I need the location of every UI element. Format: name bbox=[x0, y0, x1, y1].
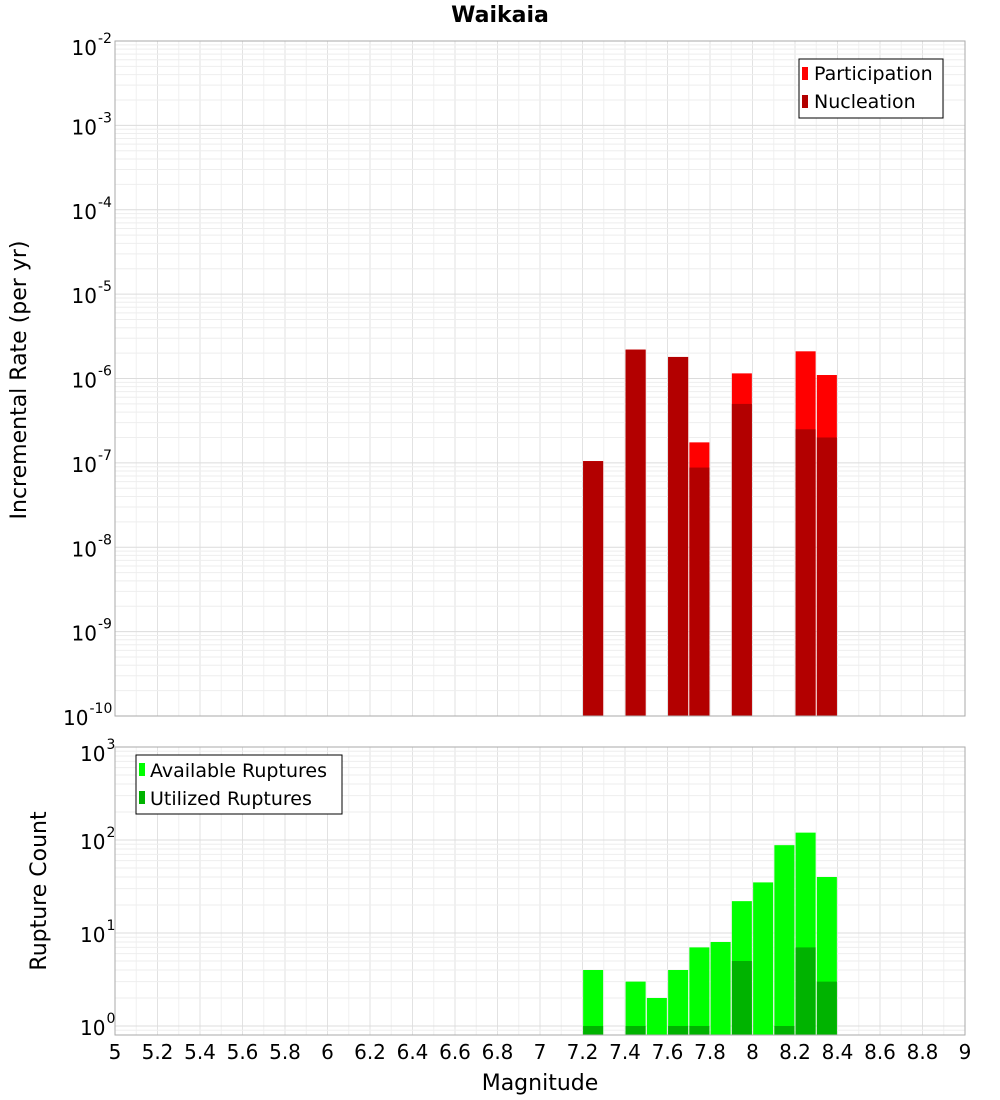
count-bar-series2 bbox=[774, 1025, 795, 1035]
legend-swatch-utilized bbox=[139, 791, 145, 804]
rate-y-tick-base: 10 bbox=[72, 369, 97, 393]
x-tick-label: 8 bbox=[746, 1040, 759, 1064]
x-tick-label: 8.6 bbox=[864, 1040, 896, 1064]
rate-bar-series2 bbox=[816, 437, 837, 716]
count-legend: Available Ruptures Utilized Ruptures bbox=[135, 754, 343, 815]
x-tick-label: 5.2 bbox=[142, 1040, 174, 1064]
count-y-tick-exp: 0 bbox=[107, 1011, 116, 1027]
count-y-tick-exp: 3 bbox=[107, 737, 116, 753]
count-bar-series1 bbox=[774, 845, 795, 1035]
x-tick-label: 7.2 bbox=[567, 1040, 599, 1064]
rate-bar-series2 bbox=[731, 403, 752, 716]
count-y-tick-exp: 2 bbox=[107, 825, 116, 841]
x-tick-label: 8.4 bbox=[822, 1040, 854, 1064]
rate-y-tick-exp: -7 bbox=[98, 448, 112, 464]
x-tick-label: 9 bbox=[959, 1040, 972, 1064]
rate-bar-series2 bbox=[795, 429, 816, 716]
rate-bar-series2 bbox=[583, 461, 604, 716]
chart-title: Waikaia bbox=[451, 3, 549, 28]
count-bar-series1 bbox=[625, 981, 646, 1035]
legend-label-participation: Participation bbox=[814, 63, 933, 85]
legend-swatch-nucleation bbox=[802, 95, 808, 108]
x-tick-label: 7.8 bbox=[694, 1040, 726, 1064]
x-tick-label: 6 bbox=[321, 1040, 334, 1064]
count-bar-series1 bbox=[753, 882, 774, 1035]
x-axis-label: Magnitude bbox=[482, 1071, 599, 1096]
rate-y-tick-exp: -6 bbox=[98, 364, 112, 380]
rate-bar-series2 bbox=[668, 356, 689, 716]
rate-y-tick-base: 10 bbox=[72, 453, 97, 477]
count-bar-series1 bbox=[710, 942, 731, 1035]
count-bar-series2 bbox=[689, 1025, 710, 1035]
count-bar-series1 bbox=[583, 969, 604, 1035]
rate-y-tick-exp: -9 bbox=[98, 617, 112, 633]
count-y-axis-label: Rupture Count bbox=[27, 811, 52, 971]
x-tick-label: 6.8 bbox=[482, 1040, 514, 1064]
rate-bar-series2 bbox=[625, 349, 646, 716]
legend-swatch-participation bbox=[802, 67, 808, 80]
count-y-tick-base: 10 bbox=[80, 1016, 105, 1040]
x-tick-label: 6.2 bbox=[354, 1040, 386, 1064]
x-tick-label: 5 bbox=[109, 1040, 122, 1064]
rate-y-tick-base: 10 bbox=[72, 36, 97, 60]
rate-y-tick-base: 10 bbox=[72, 284, 97, 308]
count-y-tick-base: 10 bbox=[80, 830, 105, 854]
x-tick-label: 5.4 bbox=[184, 1040, 216, 1064]
rate-y-tick-base: 10 bbox=[72, 115, 97, 139]
legend-label-nucleation: Nucleation bbox=[814, 91, 916, 113]
rate-y-tick-exp: -8 bbox=[98, 532, 112, 548]
x-tick-label: 6.6 bbox=[439, 1040, 471, 1064]
rate-y-tick-exp: -10 bbox=[90, 701, 113, 717]
x-tick-label: 7.6 bbox=[652, 1040, 684, 1064]
x-tick-label: 8.2 bbox=[779, 1040, 811, 1064]
x-tick-label: 8.8 bbox=[907, 1040, 939, 1064]
rate-gridlines bbox=[114, 41, 966, 717]
magnitude-x-ticks: 5 5.2 5.4 5.6 5.8 6 6.2 6.4 6.6 6.8 7 7.2 7.4 7.6 7.8 8… bbox=[109, 1040, 972, 1064]
count-bar-series2 bbox=[583, 1025, 604, 1035]
x-tick-label: 6.4 bbox=[397, 1040, 429, 1064]
rate-legend: Participation Nucleation bbox=[798, 58, 944, 119]
rate-plot-frame bbox=[114, 40, 966, 717]
count-bars bbox=[583, 832, 837, 1035]
count-bar-series2 bbox=[795, 947, 816, 1035]
rate-y-tick-exp: -5 bbox=[98, 279, 112, 295]
legend-label-available: Available Ruptures bbox=[150, 760, 327, 782]
count-bar-series2 bbox=[816, 981, 837, 1035]
rate-y-tick-base: 10 bbox=[63, 706, 88, 730]
rate-y-tick-exp: -4 bbox=[98, 195, 112, 211]
x-tick-label: 5.8 bbox=[269, 1040, 301, 1064]
rate-bars bbox=[583, 349, 837, 716]
legend-swatch-available bbox=[139, 763, 145, 776]
count-y-tick-base: 10 bbox=[80, 923, 105, 947]
rate-y-tick-base: 10 bbox=[72, 200, 97, 224]
count-plot-frame bbox=[114, 746, 966, 1036]
x-tick-label: 7.4 bbox=[609, 1040, 641, 1064]
rate-y-tick-exp: -3 bbox=[98, 110, 112, 126]
rate-bar-series2 bbox=[689, 467, 710, 716]
count-bar-series2 bbox=[731, 960, 752, 1035]
rate-y-tick-base: 10 bbox=[72, 537, 97, 561]
x-tick-label: 7 bbox=[534, 1040, 547, 1064]
rate-y-tick-exp: -2 bbox=[98, 31, 112, 47]
count-bar-series1 bbox=[646, 997, 667, 1035]
count-bar-series2 bbox=[625, 1025, 646, 1035]
count-y-tick-exp: 1 bbox=[107, 918, 116, 934]
x-tick-label: 5.6 bbox=[227, 1040, 259, 1064]
count-bar-series2 bbox=[668, 1025, 689, 1035]
count-bar-series1 bbox=[689, 947, 710, 1035]
count-y-tick-base: 10 bbox=[80, 742, 105, 766]
rate-y-tick-base: 10 bbox=[72, 622, 97, 646]
count-bar-series1 bbox=[668, 969, 689, 1035]
legend-label-utilized: Utilized Ruptures bbox=[150, 788, 312, 810]
rate-y-axis-label: Incremental Rate (per yr) bbox=[7, 241, 32, 520]
